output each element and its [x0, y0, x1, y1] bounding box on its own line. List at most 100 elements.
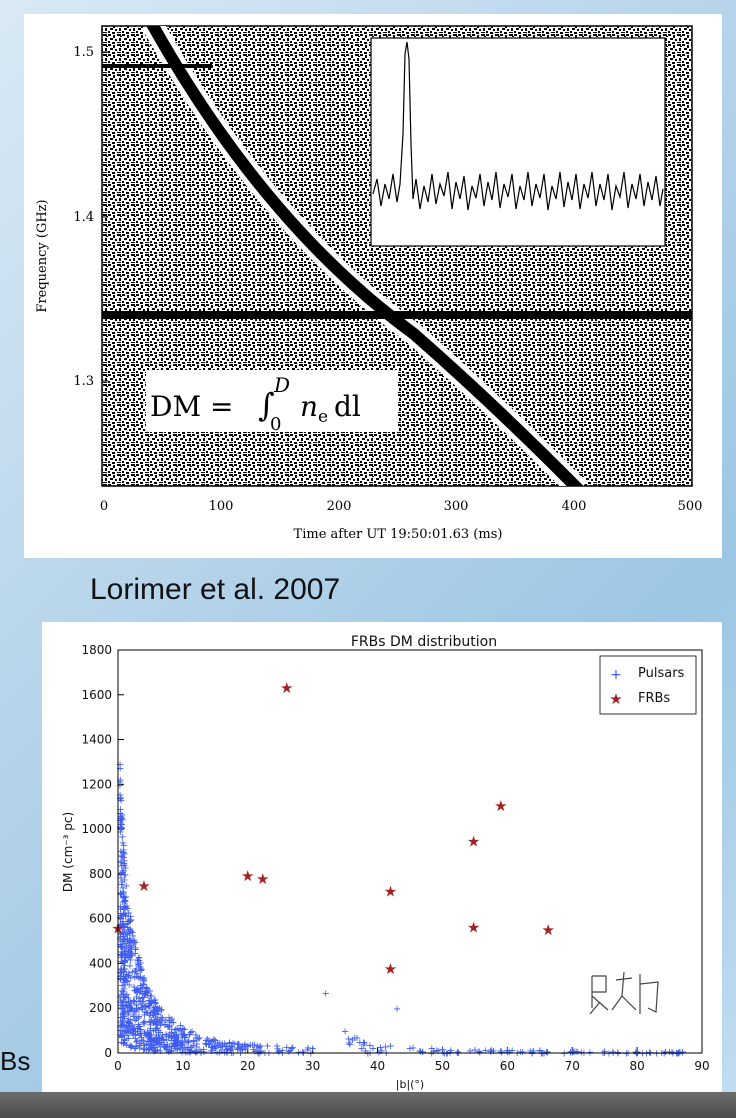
handwritten-signature: [589, 971, 659, 1015]
pulsar-point: +: [117, 942, 125, 953]
pulsar-point: +: [153, 1034, 161, 1045]
pulsar-point: +: [119, 840, 127, 851]
pulsar-point: +: [265, 1048, 273, 1059]
pulsar-point: +: [138, 1035, 146, 1046]
pulsar-point: +: [117, 822, 125, 833]
pulsar-point: +: [151, 998, 159, 1009]
pulsar-point: +: [177, 1029, 185, 1040]
pulsar-point: +: [356, 1038, 364, 1049]
pulsar-point: +: [122, 903, 130, 914]
y-axis-label: DM (cm⁻³ pc): [61, 812, 75, 892]
frb-points: ★★★ ★★★★★★★★: [111, 679, 555, 978]
top-xtick-500: 500: [678, 499, 703, 514]
pulsar-point: +: [173, 1033, 181, 1044]
pulsar-point: +: [119, 852, 127, 863]
pulsar-point: +: [122, 881, 130, 892]
rfi-band-top: [102, 64, 212, 68]
x-axis-ticks: 0 10 20 30 40 50 60 70 80 90: [114, 1047, 710, 1073]
pulsar-point: +: [171, 1031, 179, 1042]
pulsar-point: +: [672, 1049, 680, 1060]
pulsar-point: +: [135, 959, 143, 970]
pulsar-point: +: [118, 813, 126, 824]
pulsar-point: +: [124, 953, 132, 964]
pulsar-point: +: [155, 1003, 163, 1014]
pulsar-point: +: [130, 997, 138, 1008]
pulsar-point: +: [132, 1000, 140, 1011]
pulsar-point: +: [179, 1039, 187, 1050]
pulsar-point: +: [178, 1038, 186, 1049]
pulsar-point: +: [133, 987, 141, 998]
pulsar-point: +: [174, 1033, 182, 1044]
pulsar-point: +: [147, 1015, 155, 1026]
pulsar-point: +: [168, 1014, 176, 1025]
pulsar-point: +: [121, 972, 129, 983]
pulsar-point: +: [133, 1023, 141, 1034]
pulsar-point: +: [162, 1030, 170, 1041]
x-tick-label: 10: [175, 1059, 190, 1073]
pulsar-point: +: [156, 1021, 164, 1032]
pulsar-point: +: [120, 1039, 128, 1050]
pulsar-point: +: [409, 1043, 417, 1054]
pulsar-point: +: [660, 1049, 668, 1060]
pulsar-point: +: [116, 822, 124, 833]
pulsar-point: +: [116, 813, 124, 824]
pulsar-point: +: [122, 1025, 130, 1036]
pulsar-point: +: [233, 1044, 241, 1055]
pulsar-point: +: [157, 1033, 165, 1044]
pulsar-point: +: [669, 1048, 677, 1059]
pulsar-point: +: [214, 1038, 222, 1049]
pulsar-point: +: [218, 1046, 226, 1057]
pulsar-point: +: [154, 1017, 162, 1028]
equation-lhs: DM =: [150, 390, 233, 423]
pulsar-point: +: [609, 1048, 617, 1059]
pulsar-point: +: [119, 891, 127, 902]
pulsar-point: +: [118, 877, 126, 888]
pulsar-point: +: [143, 988, 151, 999]
pulsar-point: +: [125, 996, 133, 1007]
pulsar-point: +: [359, 1037, 367, 1048]
frb-point: ★: [541, 921, 554, 939]
top-x-axis-label: Time after UT 19:50:01.63 (ms): [294, 527, 503, 542]
pulsar-point: +: [153, 1045, 161, 1056]
pulsar-point: +: [117, 814, 125, 825]
x-axis-label: |b|(°): [396, 1078, 424, 1091]
pulsar-point: +: [156, 1046, 164, 1057]
pulsar-point: +: [121, 939, 129, 950]
pulsar-point: +: [652, 1048, 660, 1059]
pulsar-point: +: [128, 1006, 136, 1017]
pulsar-point: +: [128, 941, 136, 952]
pulsar-point: +: [273, 1044, 281, 1055]
pulsar-point: +: [120, 1006, 128, 1017]
pulsar-point: +: [122, 946, 130, 957]
pulsar-point: +: [119, 932, 127, 943]
pulsar-point: +: [145, 1028, 153, 1039]
x-tick-label: 70: [565, 1059, 580, 1073]
pulsar-point: +: [197, 1048, 205, 1059]
pulsar-point: +: [146, 1043, 154, 1054]
pulsar-point: +: [162, 1029, 170, 1040]
pulsar-point: +: [150, 1016, 158, 1027]
pulsar-point: +: [118, 936, 126, 947]
pulsar-point: +: [146, 996, 154, 1007]
pulsar-point: +: [118, 1030, 126, 1041]
dm-distribution-panel: FRBs DM distribution 0 200 400 600 800 1000 12…: [42, 622, 722, 1096]
pulsar-point: +: [132, 964, 140, 975]
equation-integral: ∫: [258, 386, 275, 424]
pulsar-point: +: [116, 790, 124, 801]
x-tick-label: 50: [435, 1059, 450, 1073]
pulsar-point: +: [273, 1041, 281, 1052]
pulsar-point: +: [125, 1021, 133, 1032]
pulsar-point: +: [122, 975, 130, 986]
pulsar-point: +: [123, 1028, 131, 1039]
pulsar-point: +: [120, 866, 128, 877]
y-tick-label: 200: [89, 1001, 112, 1015]
pulsar-point: +: [125, 940, 133, 951]
pulsar-point: +: [187, 1046, 195, 1057]
pulsar-point: +: [124, 971, 132, 982]
pulsar-point: +: [138, 993, 146, 1004]
pulsar-point: +: [128, 928, 136, 939]
pulsar-point: +: [138, 1004, 146, 1015]
frb-point: ★: [137, 877, 150, 895]
pulsar-point: +: [127, 1003, 135, 1014]
pulsar-point: +: [234, 1040, 242, 1051]
